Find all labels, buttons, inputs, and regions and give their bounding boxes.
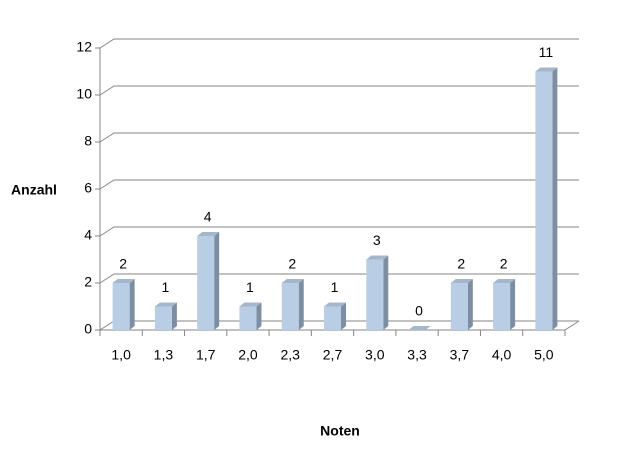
bar-side xyxy=(383,255,389,330)
bar-top xyxy=(366,255,389,260)
bar xyxy=(112,283,130,330)
grid-line xyxy=(99,273,579,284)
bar-top xyxy=(239,302,262,307)
bar-side xyxy=(510,279,516,330)
bar xyxy=(535,71,553,330)
bar xyxy=(154,306,172,330)
y-tick-label: 2 xyxy=(84,274,92,290)
grid-line xyxy=(99,179,579,190)
x-tick-label: 1,7 xyxy=(196,347,216,363)
bar-side xyxy=(298,279,304,330)
bar xyxy=(450,283,468,330)
bar-top xyxy=(154,302,177,307)
data-label: 1 xyxy=(162,279,170,295)
x-tick-label: 2,0 xyxy=(238,347,258,363)
bar-top xyxy=(450,279,473,283)
y-tick-label: 4 xyxy=(84,227,92,243)
data-label: 11 xyxy=(539,44,554,60)
grid-line xyxy=(99,226,579,237)
bar-top xyxy=(281,279,304,283)
y-tick-label: 8 xyxy=(84,133,92,149)
y-tick-label: 10 xyxy=(76,86,92,102)
y-tick-label: 6 xyxy=(84,180,92,196)
x-tick-label: 3,3 xyxy=(407,347,427,363)
x-tick-label: 2,7 xyxy=(323,347,343,363)
grid-line xyxy=(99,132,579,143)
bar-top xyxy=(535,67,558,72)
grid-line xyxy=(99,85,579,96)
bar-side xyxy=(214,232,220,330)
x-tick-label: 3,0 xyxy=(365,347,385,363)
x-tick-label: 1,0 xyxy=(111,347,131,363)
bar-side xyxy=(171,302,177,330)
bar-top xyxy=(112,279,135,283)
bar-side xyxy=(552,67,558,330)
bar-top xyxy=(493,279,516,283)
data-label: 1 xyxy=(331,279,339,295)
y-axis-title: Anzahl xyxy=(11,182,57,198)
bar xyxy=(197,236,215,330)
data-label: 2 xyxy=(500,256,508,272)
x-tick-label: 3,7 xyxy=(450,347,470,363)
data-label: 2 xyxy=(119,256,127,272)
y-tick-label: 0 xyxy=(84,321,92,337)
data-label: 2 xyxy=(457,256,465,272)
bar xyxy=(239,306,257,330)
bar-top xyxy=(324,302,346,307)
bar xyxy=(324,306,341,330)
bar xyxy=(493,283,511,330)
bar-top xyxy=(197,232,220,236)
data-label: 0 xyxy=(415,303,423,319)
x-tick-label: 1,3 xyxy=(154,347,174,363)
bar-side xyxy=(341,302,346,330)
bar xyxy=(366,259,384,330)
y-tick-label: 12 xyxy=(76,39,92,55)
data-label: 1 xyxy=(246,279,254,295)
bar-side xyxy=(467,279,473,330)
bar-side xyxy=(129,279,135,330)
data-label: 3 xyxy=(373,232,381,248)
grid-line xyxy=(99,38,579,49)
data-label: 2 xyxy=(288,256,296,272)
x-tick-label: 4,0 xyxy=(492,347,512,363)
bar-side xyxy=(256,302,262,330)
x-tick-label: 5,0 xyxy=(534,347,554,363)
bar xyxy=(281,283,299,330)
x-axis-title: Noten xyxy=(320,423,360,439)
data-label: 4 xyxy=(204,209,212,225)
bar-top xyxy=(408,326,431,330)
x-tick-label: 2,3 xyxy=(280,347,300,363)
